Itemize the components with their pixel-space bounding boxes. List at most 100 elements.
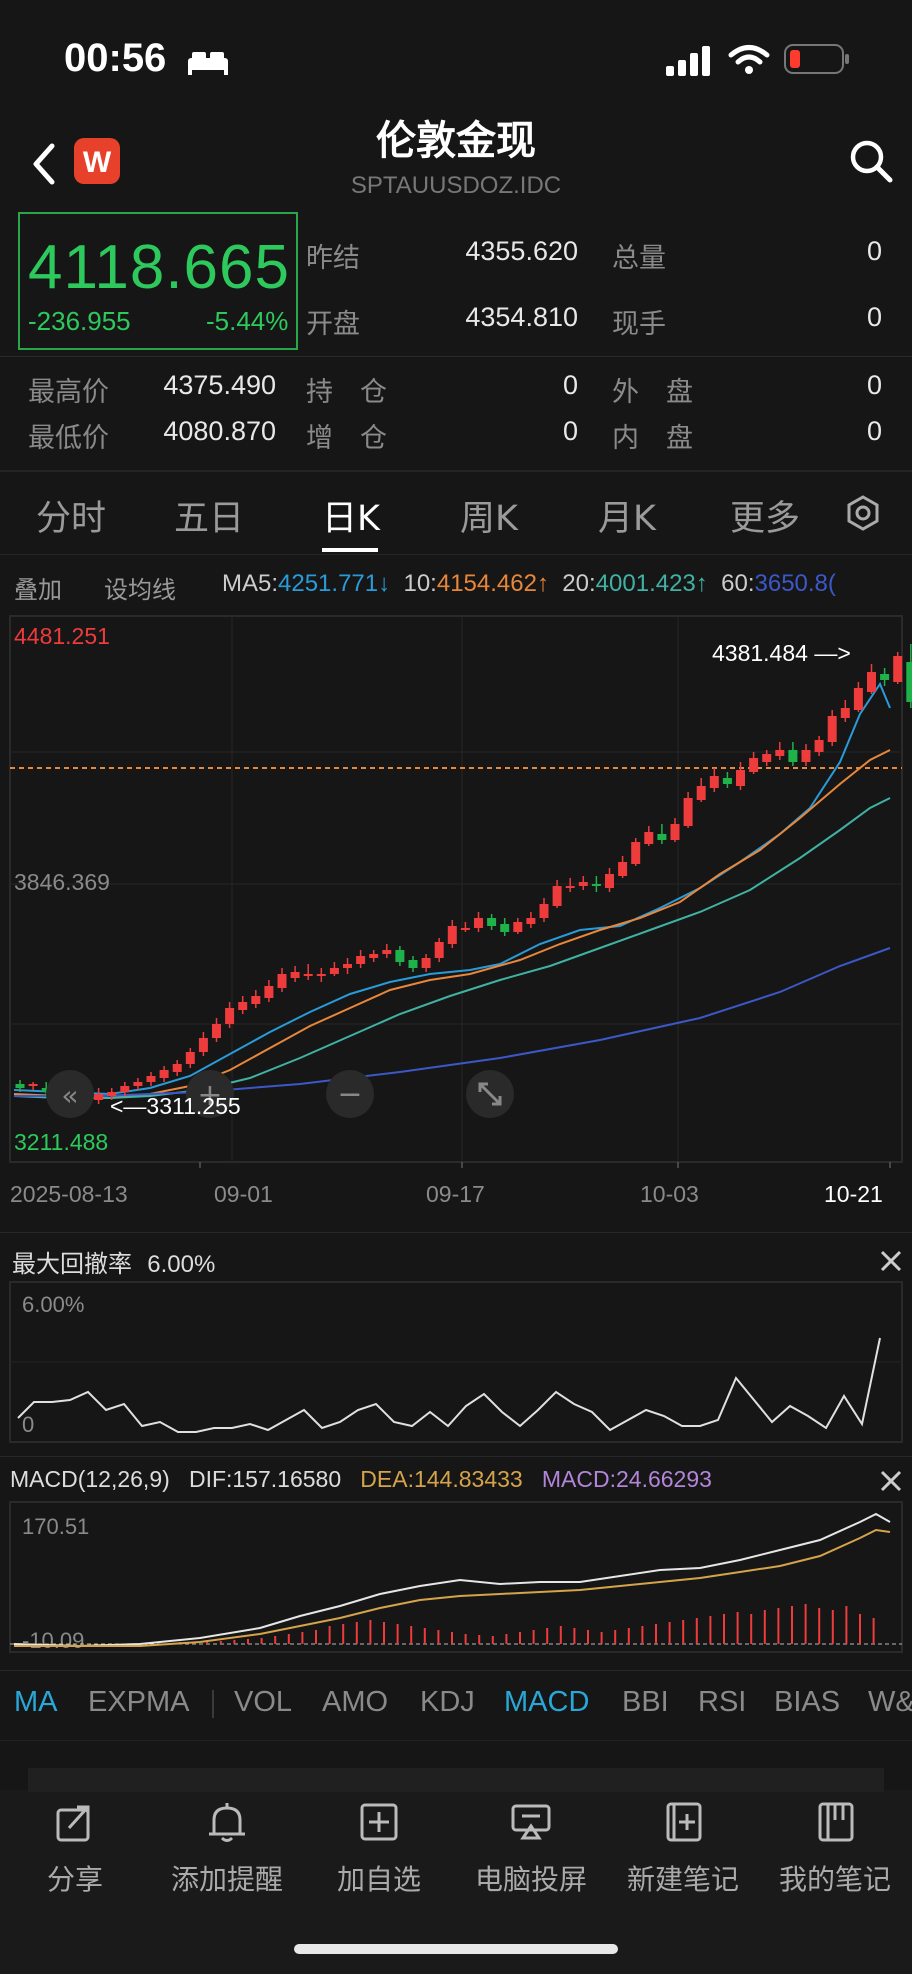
my-notes-button[interactable]: 我的笔记	[760, 1800, 910, 1898]
tab-five-day[interactable]: 五日	[174, 499, 245, 539]
indicator-separator	[212, 1690, 214, 1718]
macd-dea: DEA:144.83433	[360, 1466, 523, 1492]
brand-logo-icon[interactable]: W	[74, 138, 120, 184]
candle-body	[277, 974, 287, 988]
candle-body	[94, 1094, 104, 1100]
tab-monthly-k[interactable]: 月K	[598, 499, 656, 539]
candle-body	[329, 968, 339, 974]
divider	[0, 1670, 912, 1671]
candle-body	[853, 688, 863, 710]
macd-bottom-label: -10.09	[22, 1628, 84, 1653]
ma20-label: 20:	[562, 570, 596, 597]
set-ma-button[interactable]: 设均线	[104, 576, 176, 604]
candle-body	[460, 928, 470, 930]
close-macd-icon[interactable]	[878, 1468, 904, 1494]
scroll-left-button[interactable]	[46, 1070, 94, 1118]
my-notes-label: 我的笔记	[778, 1863, 891, 1896]
back-icon[interactable]	[30, 142, 58, 186]
tab-intraday[interactable]: 分时	[36, 499, 107, 539]
notebook-icon	[818, 1802, 854, 1842]
candle-body	[303, 974, 313, 976]
search-icon[interactable]	[848, 138, 894, 184]
indicator-amo[interactable]: AMO	[322, 1686, 389, 1718]
indicator-bias[interactable]: BIAS	[774, 1686, 841, 1718]
macd-value: MACD:24.66293	[541, 1466, 712, 1492]
candle-body	[343, 964, 352, 968]
price-box	[18, 212, 298, 350]
drawdown-value: 6.00%	[147, 1251, 216, 1278]
x-label: 10-03	[640, 1181, 699, 1207]
tab-daily-k[interactable]: 日K	[322, 499, 380, 539]
settings-icon[interactable]	[844, 494, 882, 532]
tab-weekly-k[interactable]: 周K	[460, 499, 518, 539]
screen-cast-button[interactable]: 电脑投屏	[456, 1800, 606, 1898]
home-indicator	[294, 1944, 618, 1954]
field-label: 开盘	[306, 309, 360, 340]
field-value: 0	[562, 370, 578, 400]
tab-more[interactable]: 更多	[730, 499, 801, 539]
signal-icon	[666, 46, 710, 76]
indicator-kdj[interactable]: KDJ	[420, 1686, 475, 1718]
new-note-icon	[666, 1802, 702, 1842]
share-icon	[56, 1805, 90, 1842]
zoom-in-button[interactable]	[186, 1070, 234, 1118]
field-value: 4354.810	[465, 302, 578, 332]
candle-body	[867, 672, 876, 692]
battery-icon	[784, 44, 849, 74]
field-label: 最高价	[28, 377, 109, 408]
svg-text:W: W	[83, 146, 112, 179]
indicator-vol[interactable]: VOL	[234, 1686, 293, 1718]
add-watchlist-button[interactable]: 加自选	[304, 1800, 454, 1898]
candle-body	[605, 874, 614, 888]
indicator-wr[interactable]: W&	[868, 1686, 912, 1718]
candle-body	[565, 886, 575, 888]
divider	[0, 1456, 912, 1457]
candle-body	[840, 708, 850, 718]
dif-line	[13, 1512, 891, 1648]
overlay-button[interactable]: 叠加	[14, 576, 62, 604]
candle-body	[801, 750, 811, 762]
bottom-toolbar	[0, 1790, 912, 1974]
kline-chart[interactable]: « + − 4481.251 3846.369 3211.488 4381.48…	[0, 612, 912, 1232]
zoom-out-button[interactable]	[326, 1070, 374, 1118]
symbol-code: SPTAUUSDOZ.IDC	[350, 172, 562, 199]
candle-body	[513, 922, 523, 932]
active-tab-indicator	[322, 548, 378, 552]
ma5-label: MA5:	[222, 570, 279, 597]
new-note-button[interactable]: 新建笔记	[608, 1800, 758, 1898]
candle-body	[670, 824, 680, 840]
indicator-bbi[interactable]: BBI	[622, 1686, 669, 1718]
drawdown-label: 最大回撤率	[12, 1250, 132, 1278]
candle-body	[775, 750, 785, 756]
indicator-expma[interactable]: EXPMA	[88, 1686, 190, 1718]
indicator-ma[interactable]: MA	[14, 1686, 58, 1718]
status-bar: 00:56	[0, 0, 912, 120]
indicator-macd[interactable]: MACD	[504, 1686, 590, 1718]
page-title: 伦敦金现	[376, 118, 536, 164]
candle-body	[395, 950, 405, 962]
candle-body	[421, 958, 431, 968]
y-min-label: 3211.488	[14, 1129, 108, 1155]
candle-body	[696, 786, 706, 800]
bell-icon	[209, 1803, 245, 1842]
add-alert-button[interactable]: 添加提醒	[152, 1800, 302, 1898]
close-drawdown-icon[interactable]	[878, 1248, 904, 1274]
candle-body	[880, 674, 890, 680]
ma20-value: 4001.423↑	[595, 570, 708, 597]
ma60-label: 60:	[721, 570, 755, 597]
candle-body	[146, 1076, 156, 1082]
drawdown-title: 最大回撤率 6.00%	[12, 1244, 215, 1279]
candle-body	[827, 716, 837, 742]
candle-body	[356, 956, 366, 964]
divider	[0, 554, 912, 555]
plus-icon: +	[197, 1078, 222, 1113]
share-button[interactable]: 分享	[0, 1800, 150, 1898]
candle-body	[709, 776, 719, 788]
candle-body	[487, 918, 497, 926]
candle-body	[578, 882, 588, 886]
field-label: 持 仓	[306, 377, 387, 408]
indicator-rsi[interactable]: RSI	[698, 1686, 747, 1718]
x-label: 09-01	[214, 1181, 273, 1207]
x-label: 09-17	[426, 1181, 485, 1207]
moving-average-line	[14, 947, 891, 1097]
